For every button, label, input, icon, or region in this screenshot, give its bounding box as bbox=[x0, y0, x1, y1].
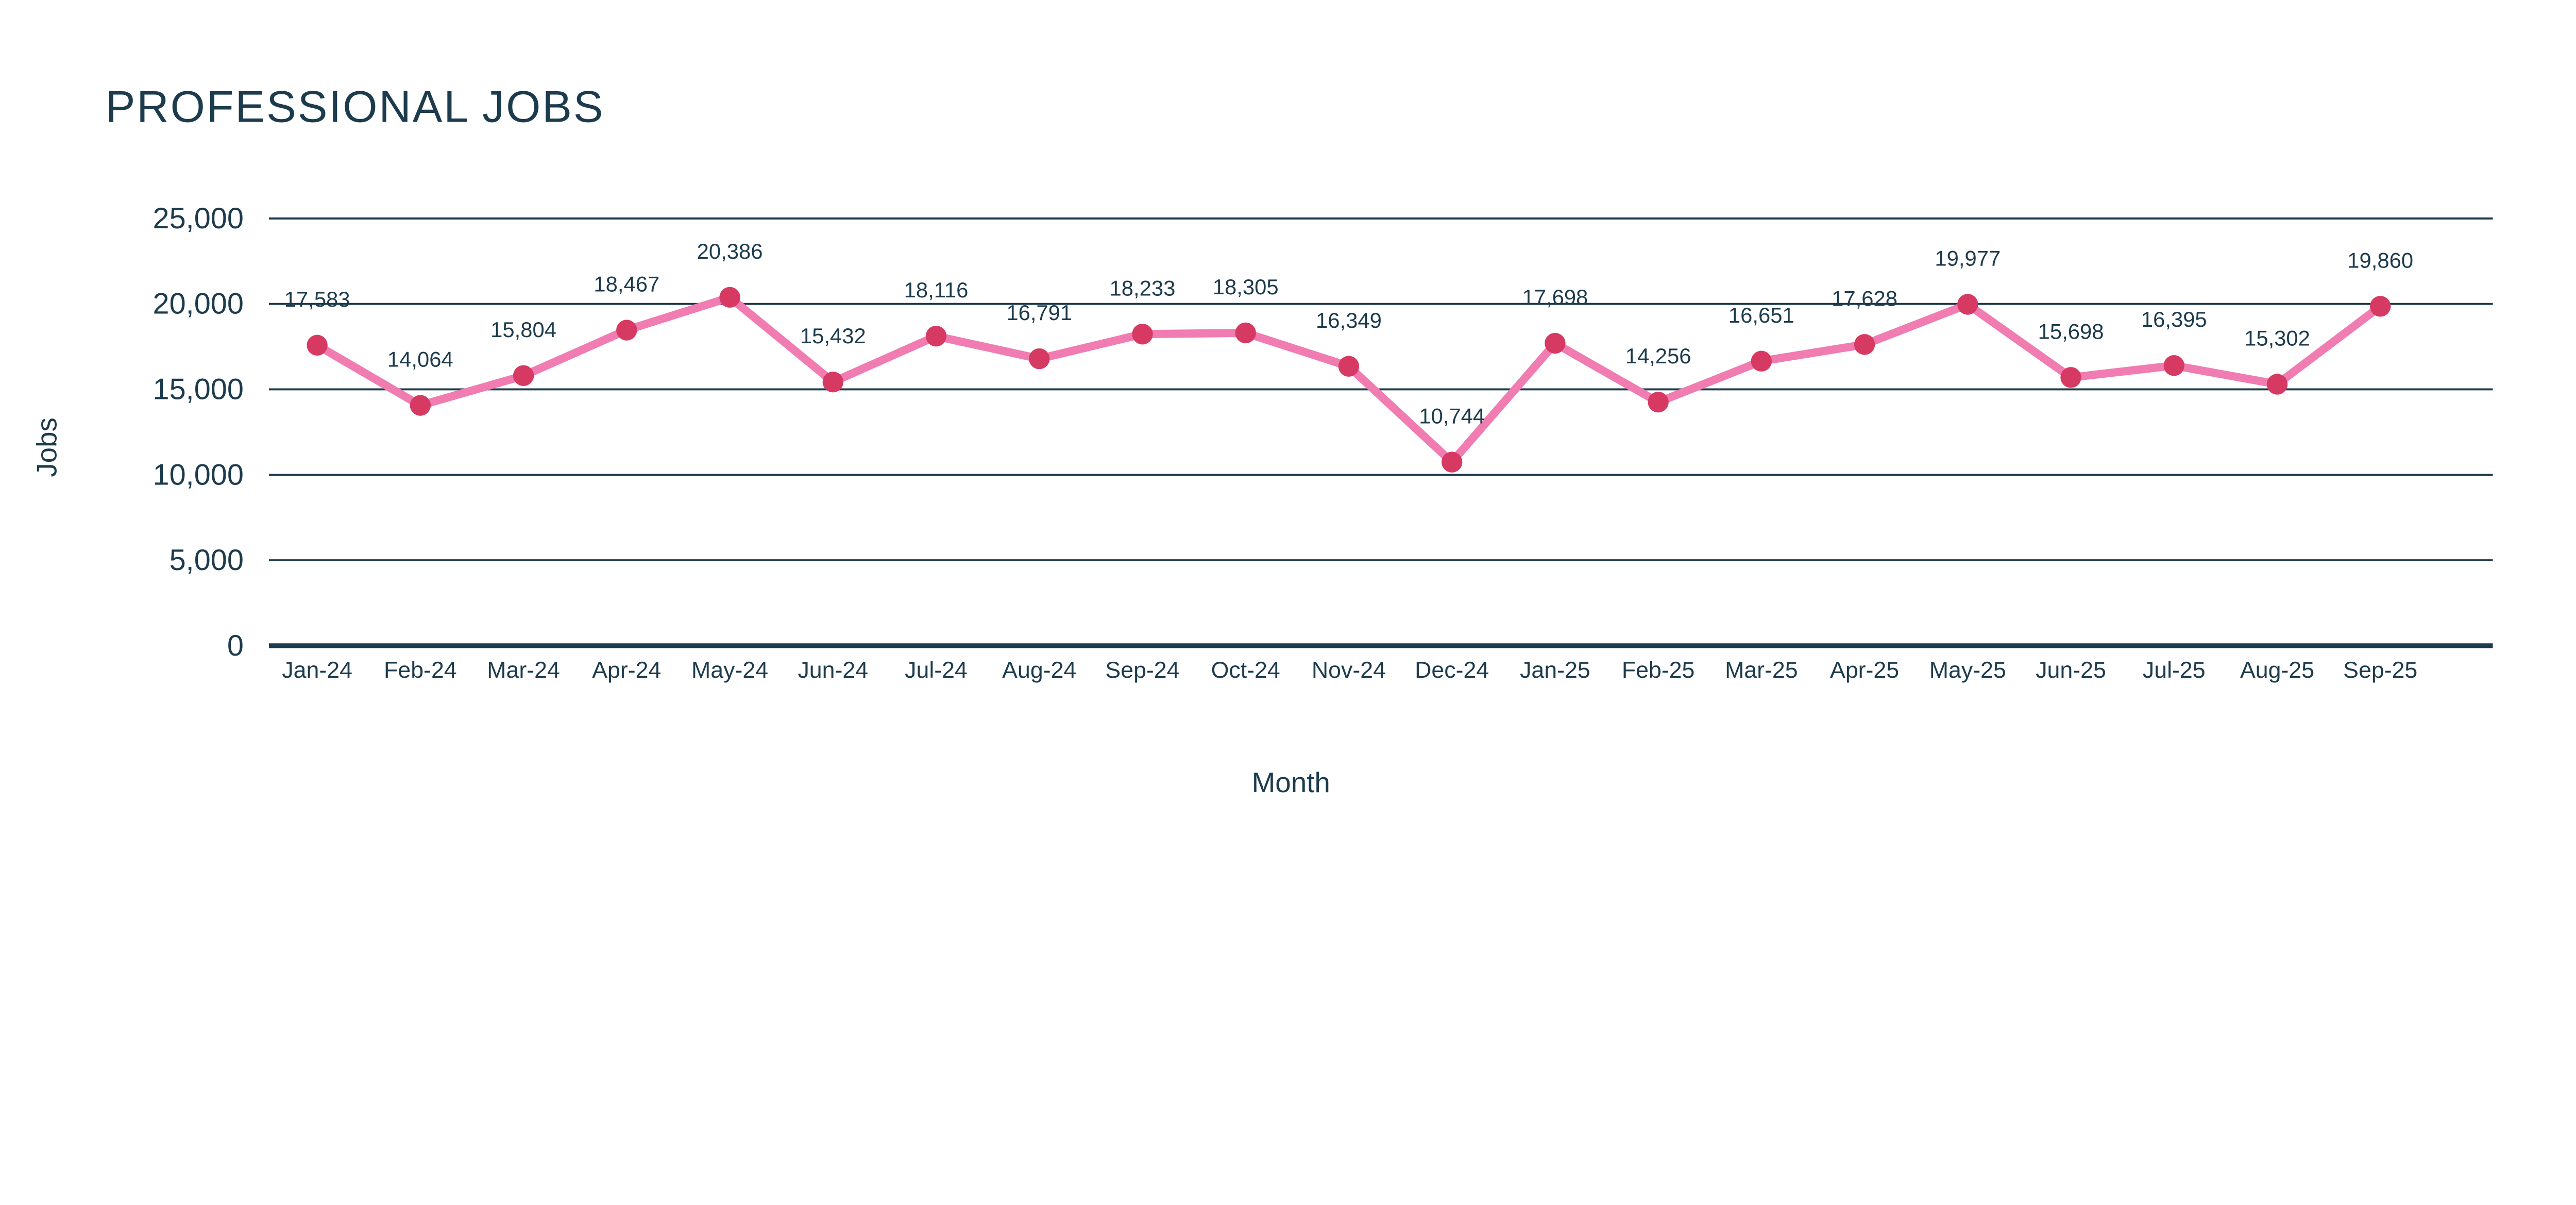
data-point-marker bbox=[822, 371, 843, 393]
markers-layer bbox=[307, 287, 2391, 473]
data-point-label: 16,349 bbox=[1316, 308, 1382, 332]
x-tick-label: Jan-24 bbox=[282, 658, 352, 683]
y-tick-label: 10,000 bbox=[153, 458, 244, 491]
data-point-marker bbox=[1132, 324, 1153, 345]
data-point-label: 16,395 bbox=[2141, 307, 2207, 331]
data-point-marker bbox=[925, 325, 947, 347]
data-point-label: 16,791 bbox=[1006, 300, 1072, 325]
data-point-marker bbox=[1441, 451, 1463, 473]
data-point-marker bbox=[2163, 355, 2184, 376]
x-axis-title: Month bbox=[1252, 766, 1330, 798]
data-point-marker bbox=[1235, 322, 1256, 344]
data-point-label: 19,977 bbox=[1935, 246, 2001, 270]
data-point-label: 17,698 bbox=[1522, 285, 1588, 309]
x-tick-label: Sep-25 bbox=[2343, 658, 2417, 683]
x-tick-label: Sep-24 bbox=[1105, 658, 1179, 683]
data-point-label: 20,386 bbox=[697, 239, 763, 263]
x-tick-label: May-25 bbox=[1929, 658, 2006, 683]
data-point-label: 17,583 bbox=[284, 287, 350, 311]
y-tick-label: 15,000 bbox=[153, 373, 244, 406]
data-point-label: 14,064 bbox=[387, 347, 453, 372]
data-point-marker bbox=[2266, 374, 2288, 395]
x-tick-label: Nov-24 bbox=[1312, 658, 1386, 683]
data-point-label: 10,744 bbox=[1419, 404, 1485, 428]
data-point-marker bbox=[1854, 334, 1875, 355]
x-tick-label: Dec-24 bbox=[1415, 658, 1489, 683]
data-point-marker bbox=[2370, 296, 2391, 317]
data-point-marker bbox=[719, 287, 740, 308]
y-tick-labels-layer: 0 5,000 10,000 15,000 20,000 25,000 bbox=[153, 202, 244, 662]
data-point-marker bbox=[616, 320, 637, 341]
chart-title: PROFESSIONAL JOBS bbox=[106, 82, 605, 131]
data-point-label: 18,116 bbox=[904, 278, 969, 302]
data-point-label: 15,432 bbox=[800, 324, 866, 348]
data-point-marker bbox=[513, 365, 534, 386]
data-point-marker bbox=[1648, 391, 1669, 413]
x-tick-label: Mar-25 bbox=[1725, 658, 1798, 683]
data-point-marker bbox=[1029, 348, 1050, 370]
data-point-marker bbox=[410, 395, 431, 416]
data-point-label: 15,698 bbox=[2038, 319, 2104, 343]
gridlines-layer bbox=[268, 217, 2493, 648]
data-point-label: 18,233 bbox=[1110, 276, 1176, 300]
x-tick-label: Apr-25 bbox=[1830, 658, 1899, 683]
data-point-label: 19,860 bbox=[2347, 248, 2413, 272]
data-point-marker bbox=[1338, 356, 1360, 377]
y-tick-label: 25,000 bbox=[153, 202, 244, 235]
data-point-marker bbox=[307, 334, 328, 356]
data-point-marker bbox=[2060, 367, 2081, 388]
x-tick-label: Oct-24 bbox=[1211, 658, 1280, 683]
y-axis-title: Jobs bbox=[31, 417, 63, 477]
data-point-label: 15,302 bbox=[2244, 326, 2310, 350]
data-point-label: 15,804 bbox=[490, 317, 556, 342]
x-tick-label: Jul-24 bbox=[905, 658, 968, 683]
data-point-label: 18,467 bbox=[594, 272, 659, 296]
y-tick-label: 5,000 bbox=[170, 544, 244, 577]
data-point-label: 17,628 bbox=[1832, 286, 1897, 310]
data-point-label: 14,256 bbox=[1625, 344, 1691, 368]
data-point-marker bbox=[1545, 332, 1566, 354]
data-point-marker bbox=[1751, 350, 1772, 372]
x-tick-label: Jul-25 bbox=[2143, 658, 2206, 683]
x-tick-label: May-24 bbox=[691, 658, 768, 683]
x-tick-labels-layer: Jan-24 Feb-24 Mar-24 Apr-24 May-24 Jun-24 Jul-… bbox=[282, 658, 2417, 683]
x-tick-label: Feb-24 bbox=[384, 658, 457, 683]
data-point-label: 16,651 bbox=[1728, 303, 1794, 327]
x-tick-label: Jun-24 bbox=[798, 658, 868, 683]
x-tick-label: Mar-24 bbox=[487, 658, 560, 683]
x-tick-label: Aug-24 bbox=[1002, 658, 1076, 683]
x-tick-label: Jan-25 bbox=[1520, 658, 1590, 683]
x-tick-label: Aug-25 bbox=[2240, 658, 2314, 683]
data-point-marker bbox=[1957, 294, 1978, 315]
professional-jobs-line-chart: PROFESSIONAL JOBS Jobs Month 0 5,000 10,00… bbox=[31, 82, 2493, 798]
x-tick-label: Feb-25 bbox=[1622, 658, 1695, 683]
y-tick-label: 20,000 bbox=[153, 288, 244, 321]
chart-page: PROFESSIONAL JOBS Jobs Month 0 5,000 10,00… bbox=[30, 82, 2493, 798]
x-tick-label: Jun-25 bbox=[2036, 658, 2106, 683]
data-point-label: 18,305 bbox=[1213, 275, 1279, 299]
x-tick-label: Apr-24 bbox=[592, 658, 661, 683]
y-tick-label: 0 bbox=[227, 629, 244, 662]
data-labels-layer: 17,583 14,064 15,804 18,467 20,386 15,432 18,1… bbox=[284, 239, 2413, 428]
